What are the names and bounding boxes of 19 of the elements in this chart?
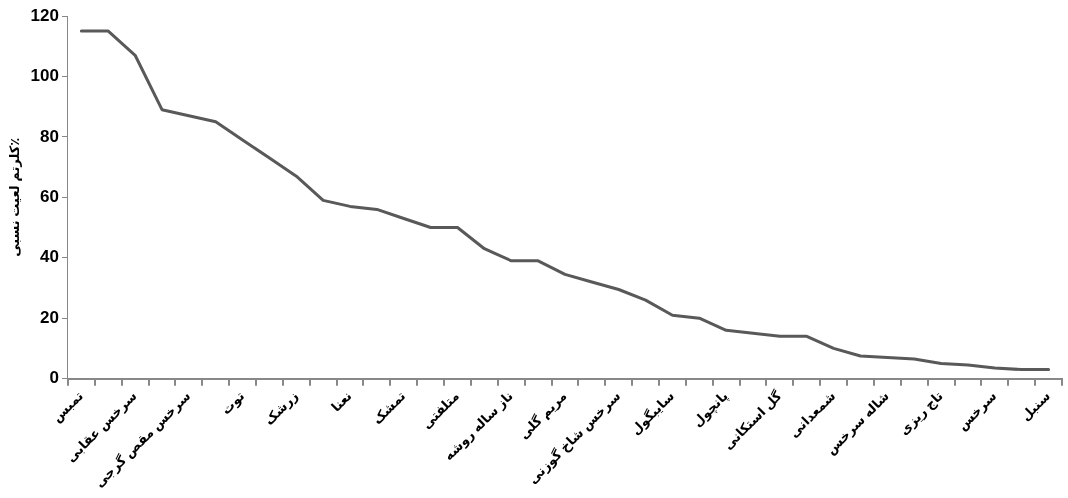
y-axis-title: کلرتم لعیت نسبی٪ — [7, 137, 23, 257]
y-tick-label: 40 — [40, 247, 59, 267]
x-tick-label: تاج ریزی — [896, 388, 947, 439]
x-tick-label: سرخس — [954, 388, 1000, 434]
x-tick-label: زرشک — [261, 388, 301, 428]
x-tick-label: سنبل — [1017, 388, 1054, 424]
y-tick-label: 120 — [30, 5, 59, 25]
y-tick-label: 20 — [40, 307, 59, 327]
y-tick-label: 60 — [40, 187, 59, 207]
y-tick-label: 0 — [49, 368, 59, 388]
x-tick-label: تمشک — [369, 388, 409, 428]
x-tick-label: نعنا — [328, 388, 355, 415]
y-tick-label: 80 — [40, 126, 59, 146]
x-tick-label: توت — [218, 388, 248, 418]
x-tick-label: متلفتی — [418, 388, 463, 432]
x-tick-label: تمبس — [49, 388, 87, 426]
x-tick-label: سایبگول — [627, 388, 678, 438]
x-tick-label: پانچول — [689, 388, 731, 430]
y-tick-label: 100 — [30, 66, 59, 86]
